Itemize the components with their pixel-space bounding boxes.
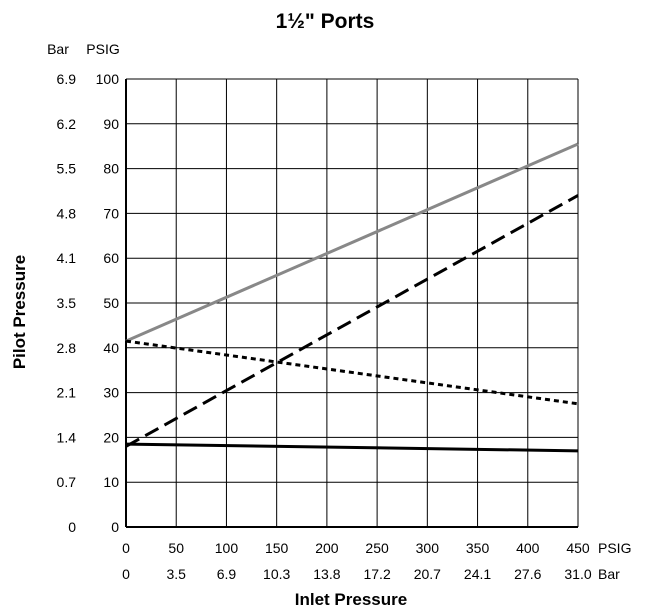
y-unit-psig-label: PSIG xyxy=(86,41,119,57)
y-tick-label-psig: 80 xyxy=(103,161,119,177)
x-tick-label-bar: 24.1 xyxy=(464,566,491,582)
y-axis-title: Pilot Pressure xyxy=(10,255,29,369)
y-tick-label-bar: 6.2 xyxy=(57,116,77,132)
x-tick-label-psig: 250 xyxy=(365,540,389,556)
x-tick-label-bar: 13.8 xyxy=(313,566,340,582)
y-tick-label-psig: 40 xyxy=(103,340,119,356)
y-tick-label-psig: 0 xyxy=(111,519,119,535)
y-tick-label-bar: 5.5 xyxy=(57,161,77,177)
x-tick-label-psig: 150 xyxy=(265,540,289,556)
y-tick-label-bar: 3.5 xyxy=(57,295,77,311)
y-tick-label-bar: 1.4 xyxy=(57,429,77,445)
y-tick-label-bar: 0.7 xyxy=(57,474,77,490)
x-tick-label-psig: 200 xyxy=(315,540,339,556)
x-tick-label-psig: 50 xyxy=(168,540,184,556)
x-tick-label-psig: 100 xyxy=(215,540,239,556)
x-tick-label-bar: 0 xyxy=(122,566,130,582)
x-unit-psig-label: PSIG xyxy=(598,540,631,556)
x-tick-label-bar: 3.5 xyxy=(166,566,186,582)
series-line-2 xyxy=(125,194,579,448)
x-tick-label-psig: 400 xyxy=(516,540,540,556)
x-tick-label-bar: 31.0 xyxy=(564,566,591,582)
y-tick-label-bar: 2.1 xyxy=(57,385,77,401)
y-tick-label-psig: 90 xyxy=(103,116,119,132)
x-tick-label-psig: 300 xyxy=(416,540,440,556)
y-tick-label-psig: 50 xyxy=(103,295,119,311)
x-tick-label-psig: 450 xyxy=(566,540,590,556)
grid xyxy=(125,78,579,528)
x-unit-bar-label: Bar xyxy=(598,566,620,582)
chart-title: 1½" Ports xyxy=(276,10,375,33)
y-tick-label-psig: 70 xyxy=(103,205,119,221)
y-tick-label-psig: 10 xyxy=(103,474,119,490)
y-unit-bar-label: Bar xyxy=(47,41,69,57)
y-tick-label-bar: 4.8 xyxy=(57,205,77,221)
x-tick-label-bar: 20.7 xyxy=(414,566,441,582)
tick-labels: 0 00.7 101.4 202.1 302.8 403.5 504.1 604.8 705.5… xyxy=(57,71,592,582)
y-tick-label-bar: 6.9 xyxy=(57,71,77,87)
series-line-4 xyxy=(125,442,579,453)
y-tick-label-psig: 60 xyxy=(103,250,119,266)
series-group xyxy=(125,142,579,453)
series-line-3 xyxy=(125,339,579,406)
y-tick-label-bar: 0 xyxy=(68,519,76,535)
y-tick-label-bar: 4.1 xyxy=(57,250,77,266)
y-tick-label-psig: 20 xyxy=(103,429,119,445)
y-tick-label-bar: 2.8 xyxy=(57,340,77,356)
x-tick-label-bar: 27.6 xyxy=(514,566,541,582)
x-tick-label-psig: 0 xyxy=(122,540,130,556)
x-axis-title: Inlet Pressure xyxy=(295,590,407,609)
x-tick-label-bar: 10.3 xyxy=(263,566,290,582)
x-tick-label-psig: 350 xyxy=(466,540,490,556)
series-line-1 xyxy=(125,142,579,343)
y-tick-label-psig: 100 xyxy=(96,71,120,87)
x-tick-label-bar: 6.9 xyxy=(217,566,237,582)
x-tick-label-bar: 17.2 xyxy=(363,566,390,582)
y-tick-label-psig: 30 xyxy=(103,385,119,401)
